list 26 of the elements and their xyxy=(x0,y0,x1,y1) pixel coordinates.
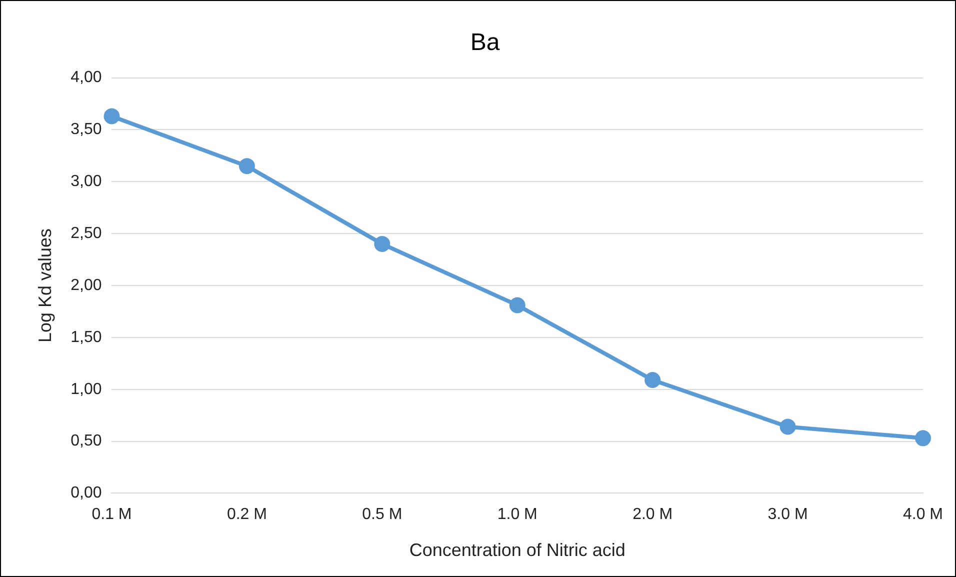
x-tick-label: 1.0 M xyxy=(497,506,538,524)
y-axis-title: Log Kd values xyxy=(34,228,55,343)
point xyxy=(780,418,796,435)
point xyxy=(509,297,526,314)
y-tick-label: 4,00 xyxy=(70,69,102,86)
point xyxy=(914,430,931,446)
chart-title: Ba xyxy=(470,29,500,56)
point xyxy=(104,108,120,124)
point xyxy=(238,158,255,174)
y-tick-label: 0,00 xyxy=(70,484,102,502)
point xyxy=(644,372,661,388)
y-tick-label: 2,50 xyxy=(70,224,102,242)
x-tick-label: 0.2 M xyxy=(226,506,267,524)
x-axis-title: Concentration of Nitric acid xyxy=(409,540,626,560)
x-tick-label: 0.1 M xyxy=(92,506,132,524)
y-tick-label: 1,00 xyxy=(70,380,102,398)
y-tick-label: 2,00 xyxy=(70,276,102,294)
point xyxy=(374,236,390,252)
y-tick-label: 0,50 xyxy=(70,432,102,450)
x-tick-label: 3.0 M xyxy=(768,506,808,524)
x-tick-label: 2.0 M xyxy=(632,506,673,524)
x-tick-label: 0.5 M xyxy=(362,506,402,524)
y-tick-label: 1,50 xyxy=(70,328,102,346)
y-tick-label: 3,50 xyxy=(70,121,102,138)
y-tick-label: 3,00 xyxy=(70,173,102,190)
x-tick-label: 4.0 M xyxy=(902,506,943,524)
